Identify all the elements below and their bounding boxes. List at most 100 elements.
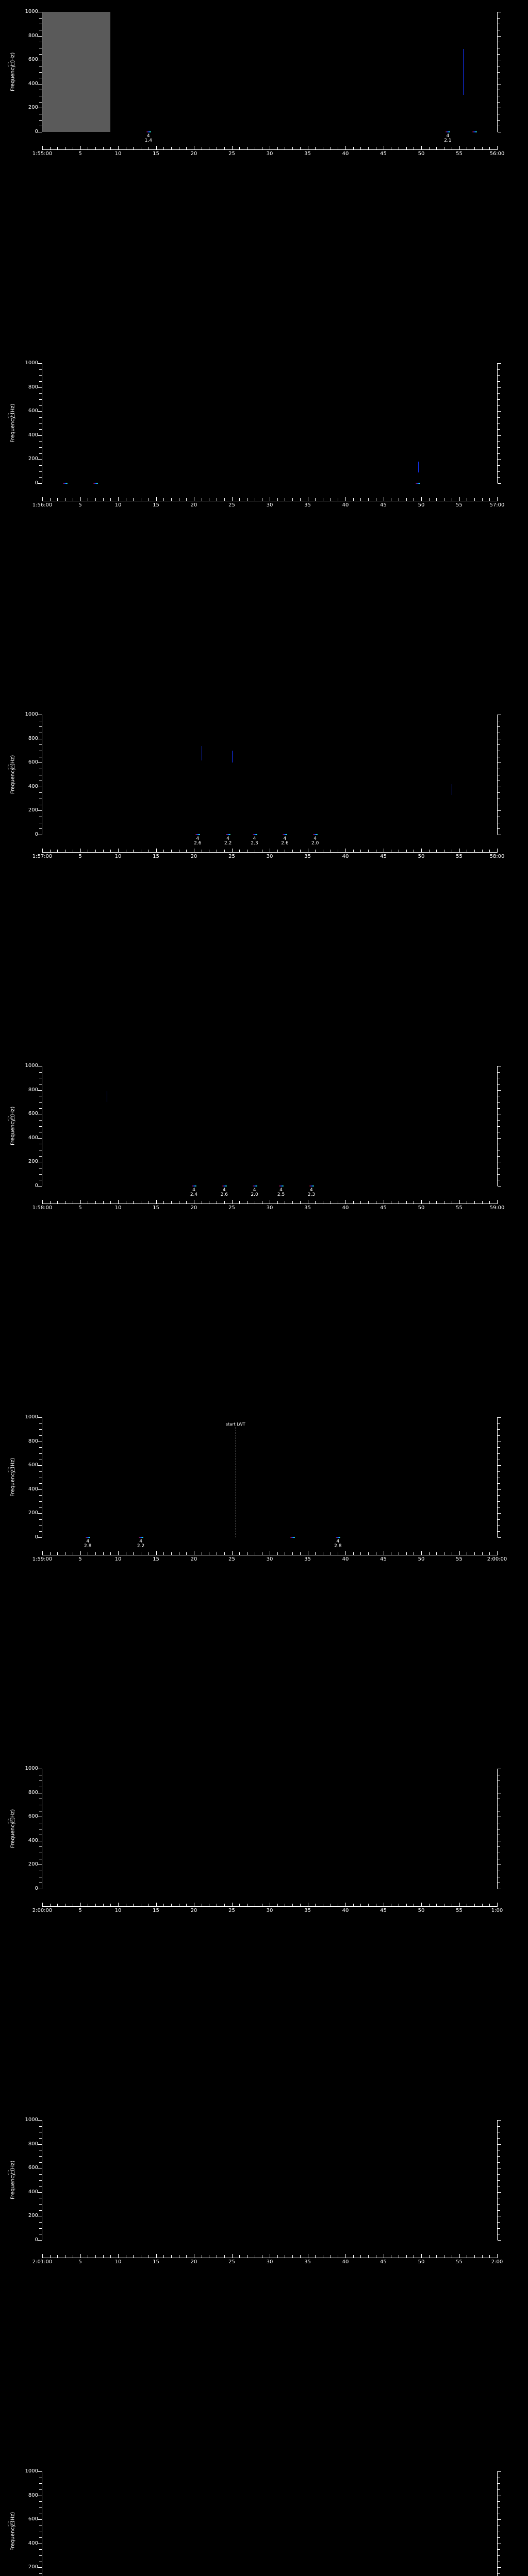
x-axis-tick-label: 25 — [228, 854, 235, 859]
y-axis-tick-right — [498, 411, 501, 412]
y-axis-tick-right — [498, 2519, 501, 2520]
y-axis-tick-label: 1000 — [25, 1766, 38, 1771]
y-axis-minor-tick-right — [498, 423, 500, 424]
x-axis-tick-label: 20 — [190, 1908, 197, 1913]
y-axis-right-spine — [497, 1066, 498, 1186]
detection-marker-icon — [415, 483, 420, 484]
y-axis-minor-tick — [39, 1846, 42, 1848]
y-axis-minor-tick-right — [498, 54, 500, 55]
x-axis-minor-tick — [110, 147, 111, 149]
x-axis-minor-tick — [246, 147, 248, 149]
x-axis-minor-tick — [353, 1201, 354, 1204]
x-axis-tick — [42, 1903, 43, 1906]
y-axis-minor-tick-right — [498, 120, 500, 121]
x-axis-minor-tick — [133, 1904, 134, 1906]
x-axis-tick-label: 40 — [342, 1908, 349, 1913]
x-axis-minor-tick — [353, 850, 354, 852]
x-axis-tick-label: 30 — [266, 1908, 273, 1913]
x-axis-minor-tick — [224, 1904, 225, 1906]
y-axis-minor-tick-right — [498, 2156, 500, 2157]
y-axis-minor-tick — [39, 405, 42, 406]
y-axis-tick-right — [498, 2567, 501, 2568]
x-axis-tick — [118, 1551, 119, 1555]
x-axis-minor-tick — [239, 850, 240, 852]
x-axis-minor-tick — [171, 850, 172, 852]
panel-index-label: (2) — [7, 412, 15, 419]
y-axis-minor-tick-right — [498, 453, 500, 454]
y-axis-title: Frequency (Hz) — [10, 2512, 16, 2551]
x-axis-minor-tick — [474, 1201, 475, 1204]
y-axis-minor-tick-right — [498, 471, 500, 472]
x-axis-tick — [80, 1903, 81, 1906]
detection-label-line: 4 — [146, 133, 150, 139]
y-axis-tick-right — [498, 1489, 501, 1490]
detection-marker-icon — [252, 1185, 257, 1187]
x-axis-minor-tick — [95, 1904, 96, 1906]
detection-label-line: 4 — [446, 133, 450, 139]
x-axis-tick — [421, 1200, 422, 1204]
y-axis-minor-tick — [39, 1483, 42, 1484]
y-axis-minor-tick — [39, 2210, 42, 2211]
x-axis-tick-label: 15 — [153, 1205, 159, 1211]
detection-marker-icon — [86, 1537, 91, 1538]
detection-marker-icon — [146, 131, 151, 132]
y-axis-right-spine — [497, 2120, 498, 2240]
x-axis-minor-tick — [186, 1552, 187, 1555]
y-axis-minor-tick-right — [498, 1447, 500, 1448]
y-axis-tick — [38, 2240, 42, 2241]
y-axis-title: Frequency (Hz) — [10, 403, 16, 443]
x-axis-minor-tick — [163, 1904, 164, 1906]
x-axis-minor-tick — [292, 1201, 293, 1204]
x-axis-minor-tick — [368, 1904, 369, 1906]
y-axis-minor-tick — [39, 1174, 42, 1175]
x-axis-minor-tick — [292, 498, 293, 501]
x-axis-tick — [156, 1551, 157, 1555]
x-axis-minor-tick — [436, 1552, 437, 1555]
plot-area — [42, 1066, 497, 1186]
y-axis-minor-tick-right — [498, 1471, 500, 1472]
x-axis-minor-tick — [428, 1552, 430, 1555]
x-axis-minor-tick — [110, 498, 111, 501]
y-axis-minor-tick — [39, 369, 42, 370]
y-axis-minor-tick — [39, 2156, 42, 2157]
y-axis-minor-tick — [39, 417, 42, 418]
plot-area — [42, 2120, 497, 2240]
x-axis-minor-tick — [406, 147, 407, 149]
x-axis-minor-tick — [292, 2255, 293, 2258]
x-axis-tick — [118, 1903, 119, 1906]
x-axis-minor-tick — [171, 498, 172, 501]
x-axis-minor-tick — [428, 1201, 430, 1204]
x-axis-minor-tick — [436, 2255, 437, 2258]
x-axis-minor-tick — [110, 2255, 111, 2258]
y-axis-tick-label: 600 — [28, 2516, 38, 2522]
y-axis-tick-label: 1000 — [25, 1063, 38, 1069]
x-axis-tick — [80, 849, 81, 852]
x-axis-minor-tick — [368, 1201, 369, 1204]
detection-label: 4 2.3 — [251, 836, 258, 846]
plot-area — [42, 12, 497, 132]
detection-label: 4 1.4 — [145, 133, 152, 144]
x-axis-minor-tick — [428, 147, 430, 149]
x-axis-minor-tick — [482, 2255, 483, 2258]
detection-label: 4 2.5 — [277, 1188, 285, 1198]
x-axis-tick-label: 10 — [114, 2259, 122, 2265]
x-axis-minor-tick — [133, 850, 134, 852]
detection-label-line: 2.1 — [444, 138, 452, 144]
x-axis-tick — [232, 146, 233, 149]
x-axis-minor-tick — [186, 1904, 187, 1906]
x-axis-minor-tick — [360, 1552, 361, 1555]
detection-label-line: 2.2 — [137, 1544, 145, 1549]
y-axis-minor-tick — [39, 1453, 42, 1454]
detection-label-line: 4 — [196, 836, 200, 841]
y-axis-tick-right — [498, 1138, 501, 1139]
detection-label: 4 2.8 — [84, 1539, 91, 1549]
x-axis-minor-tick — [171, 1904, 172, 1906]
y-axis-tick-label: 0 — [35, 1183, 38, 1189]
x-axis-tick — [156, 849, 157, 852]
x-axis-minor-tick — [148, 498, 149, 501]
x-axis-tick-label: 15 — [153, 854, 159, 859]
x-axis-minor-tick — [292, 1552, 293, 1555]
detection-marker-icon — [336, 1537, 341, 1538]
y-axis-minor-tick-right — [498, 447, 500, 448]
x-axis-minor-tick — [368, 1552, 369, 1555]
